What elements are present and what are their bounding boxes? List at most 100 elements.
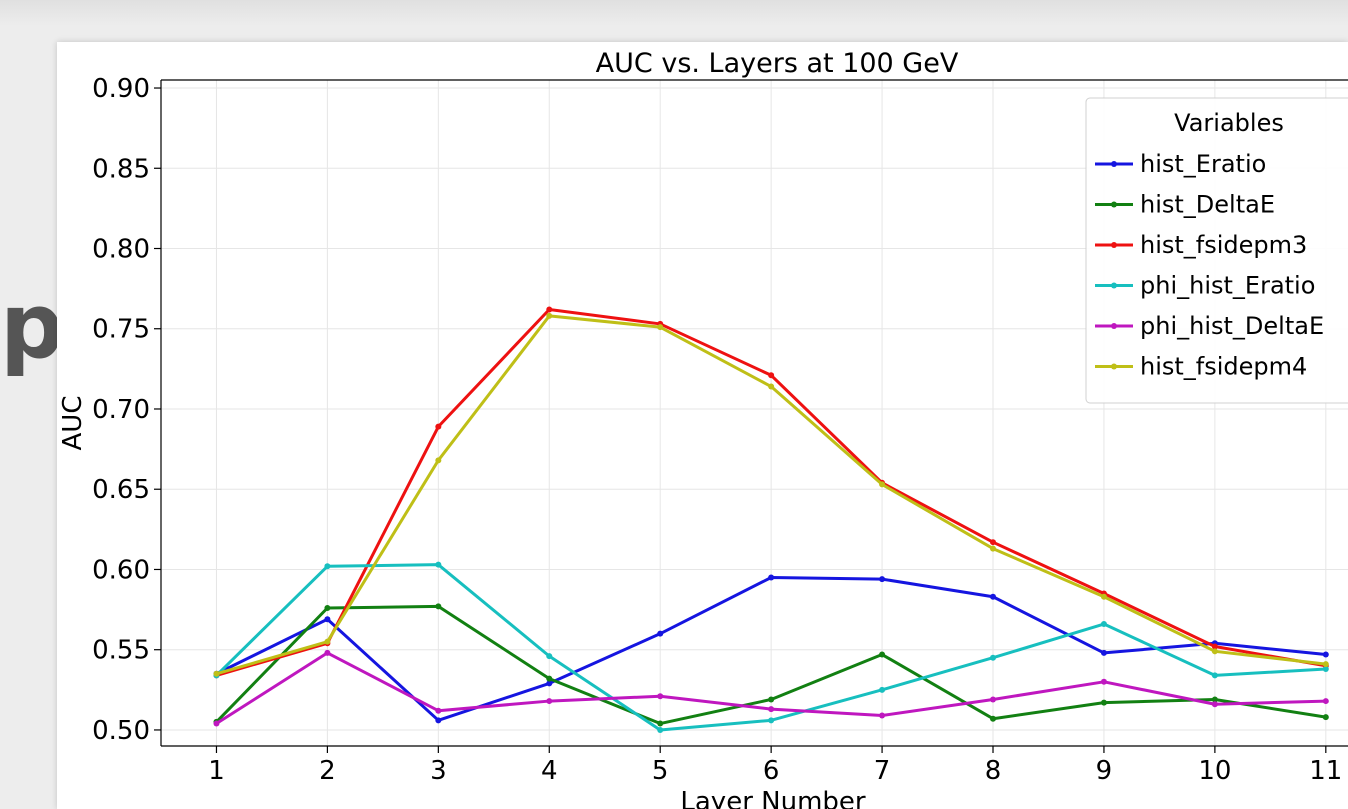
legend-swatch-marker bbox=[1111, 242, 1117, 248]
data-point bbox=[990, 715, 997, 722]
data-point bbox=[1322, 698, 1329, 705]
series-hist_fsidepm4 bbox=[213, 312, 1329, 677]
axes-layer: 0.50 0.55 0.60 0.65 0.70 0.75 0.80 0.85 0.90 1 2 3 4… bbox=[92, 74, 1348, 786]
data-point bbox=[435, 717, 442, 724]
y-tick-label: 0.50 bbox=[92, 716, 150, 746]
data-point bbox=[1100, 678, 1107, 685]
data-point bbox=[657, 630, 664, 637]
x-axis-title: Layer Number bbox=[680, 787, 866, 809]
data-point bbox=[324, 616, 331, 623]
data-point bbox=[768, 372, 775, 379]
x-tick-label: 9 bbox=[1096, 756, 1113, 786]
data-point bbox=[879, 651, 886, 658]
data-point bbox=[546, 675, 553, 682]
legend-label: hist_Eratio bbox=[1140, 150, 1266, 178]
data-point bbox=[657, 720, 664, 727]
data-point bbox=[435, 561, 442, 568]
series-phi_hist_Eratio bbox=[213, 561, 1329, 733]
x-tick-label: 7 bbox=[874, 756, 891, 786]
data-point bbox=[990, 539, 997, 546]
data-point bbox=[879, 712, 886, 719]
data-point bbox=[879, 576, 886, 583]
x-tick-label: 11 bbox=[1309, 756, 1342, 786]
legend-swatch-marker bbox=[1111, 201, 1117, 208]
y-tick-label: 0.80 bbox=[92, 235, 150, 265]
data-point bbox=[324, 649, 331, 656]
data-point bbox=[435, 707, 442, 714]
legend-label: phi_hist_Eratio bbox=[1140, 272, 1315, 300]
legend-label: hist_fsidepm3 bbox=[1140, 231, 1307, 259]
data-point bbox=[1100, 593, 1107, 600]
y-tick-label: 0.70 bbox=[92, 395, 150, 425]
series-layer bbox=[213, 306, 1329, 733]
x-tick-label: 2 bbox=[319, 756, 336, 786]
data-point bbox=[879, 481, 886, 488]
data-point bbox=[324, 604, 331, 611]
data-point bbox=[768, 574, 775, 581]
x-tick-label: 8 bbox=[985, 756, 1002, 786]
data-point bbox=[1211, 672, 1218, 679]
legend-item: hist_Eratio bbox=[1095, 150, 1266, 178]
data-point bbox=[1211, 643, 1218, 650]
x-tick-label: 4 bbox=[541, 756, 558, 786]
data-point bbox=[1322, 665, 1329, 672]
data-point bbox=[213, 670, 220, 677]
data-point bbox=[1211, 701, 1218, 708]
data-point bbox=[768, 696, 775, 703]
data-point bbox=[546, 312, 553, 319]
data-point bbox=[879, 686, 886, 693]
data-point bbox=[324, 638, 331, 645]
data-point bbox=[1100, 649, 1107, 656]
data-point bbox=[435, 423, 442, 430]
data-point bbox=[1100, 699, 1107, 706]
data-point bbox=[1100, 621, 1107, 628]
x-tick-label: 6 bbox=[763, 756, 780, 786]
data-point bbox=[990, 696, 997, 703]
data-point bbox=[1322, 714, 1329, 721]
data-point bbox=[324, 563, 331, 570]
data-point bbox=[1322, 661, 1329, 668]
legend-swatch-marker bbox=[1111, 161, 1117, 167]
data-point bbox=[990, 545, 997, 552]
x-tick-label: 5 bbox=[652, 756, 669, 786]
data-point bbox=[435, 457, 442, 464]
legend-item: phi_hist_DeltaE bbox=[1095, 312, 1324, 340]
data-point bbox=[546, 653, 553, 660]
y-tick-label: 0.90 bbox=[92, 74, 150, 104]
data-point bbox=[546, 698, 553, 705]
data-point bbox=[213, 720, 220, 727]
data-point bbox=[990, 654, 997, 661]
y-tick-label: 0.85 bbox=[92, 154, 150, 184]
data-point bbox=[435, 603, 442, 610]
data-point bbox=[990, 593, 997, 600]
legend-swatch-marker bbox=[1111, 282, 1117, 289]
series-phi_hist_DeltaE bbox=[213, 649, 1329, 727]
data-point bbox=[657, 693, 664, 700]
legend-item: hist_fsidepm4 bbox=[1095, 353, 1307, 381]
legend-label: hist_DeltaE bbox=[1140, 191, 1275, 219]
data-point bbox=[546, 680, 553, 687]
data-point bbox=[657, 726, 664, 733]
data-point bbox=[768, 717, 775, 724]
x-tick-label: 1 bbox=[208, 756, 225, 786]
legend-swatch-marker bbox=[1111, 363, 1117, 370]
legend-label: phi_hist_DeltaE bbox=[1140, 312, 1324, 340]
legend-label: hist_fsidepm4 bbox=[1140, 353, 1307, 381]
series-hist_Eratio bbox=[213, 574, 1329, 724]
y-axis-title: AUC bbox=[58, 396, 88, 451]
legend-swatch-marker bbox=[1111, 323, 1117, 329]
data-point bbox=[768, 706, 775, 713]
y-tick-label: 0.65 bbox=[92, 475, 150, 505]
legend: Variables hist_Eratio hist_DeltaE hist_fsid… bbox=[1085, 97, 1348, 404]
legend-item: phi_hist_Eratio bbox=[1095, 272, 1315, 300]
data-point bbox=[657, 324, 664, 331]
chart-card: 0.50 0.55 0.60 0.65 0.70 0.75 0.80 0.85 0.90 1 2 3 4… bbox=[57, 42, 1348, 809]
legend-box bbox=[1085, 97, 1348, 404]
slide-partial-letter: p bbox=[0, 274, 65, 379]
slide-top-band bbox=[0, 0, 1348, 26]
data-point bbox=[1322, 651, 1329, 658]
legend-item: hist_fsidepm3 bbox=[1095, 231, 1307, 259]
data-point bbox=[768, 383, 775, 390]
y-tick-label: 0.60 bbox=[92, 555, 150, 585]
